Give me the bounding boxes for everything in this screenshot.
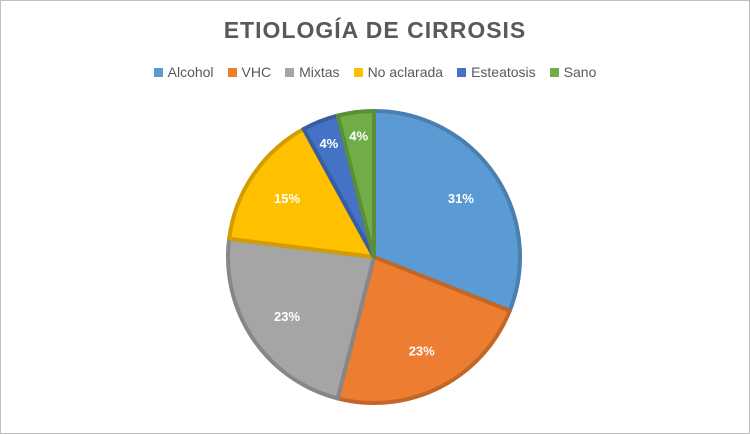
legend-swatch bbox=[227, 67, 237, 77]
pie-slice-vhc bbox=[335, 255, 512, 405]
data-label: 23% bbox=[409, 344, 435, 359]
legend-item-esteatosis: Esteatosis bbox=[457, 64, 536, 80]
pie-slice-alcohol bbox=[372, 109, 522, 313]
legend-label: Mixtas bbox=[299, 64, 340, 80]
data-label: 4% bbox=[319, 136, 338, 151]
legend-label: No aclarada bbox=[367, 64, 444, 80]
pie-slice-no-aclarada bbox=[227, 127, 376, 259]
legend-swatch bbox=[285, 67, 295, 77]
data-label: 4% bbox=[349, 128, 368, 143]
legend-item-no-aclarada: No aclarada bbox=[353, 64, 444, 80]
legend-swatch bbox=[353, 67, 363, 77]
legend-swatch bbox=[549, 67, 559, 77]
pie-slice-sano bbox=[335, 109, 376, 259]
data-label: 31% bbox=[448, 191, 474, 206]
legend-item-alcohol: Alcohol bbox=[153, 64, 214, 80]
legend-item-sano: Sano bbox=[549, 64, 597, 80]
legend-label: Sano bbox=[563, 64, 597, 80]
legend-label: Esteatosis bbox=[471, 64, 536, 80]
data-label: 15% bbox=[274, 191, 300, 206]
chart-title: ETIOLOGÍA DE CIRROSIS bbox=[223, 17, 527, 43]
legend-item-vhc: VHC bbox=[227, 64, 272, 80]
legend-label: Alcohol bbox=[167, 64, 214, 80]
legend-swatch bbox=[153, 67, 163, 77]
legend-item-mixtas: Mixtas bbox=[285, 64, 340, 80]
legend-swatch bbox=[457, 67, 467, 77]
chart-legend: Alcohol VHC Mixtas No aclarada Esteatosi… bbox=[1, 64, 749, 80]
pie-slice-mixtas bbox=[226, 236, 376, 401]
data-label: 23% bbox=[274, 309, 300, 324]
legend-label: VHC bbox=[241, 64, 272, 80]
